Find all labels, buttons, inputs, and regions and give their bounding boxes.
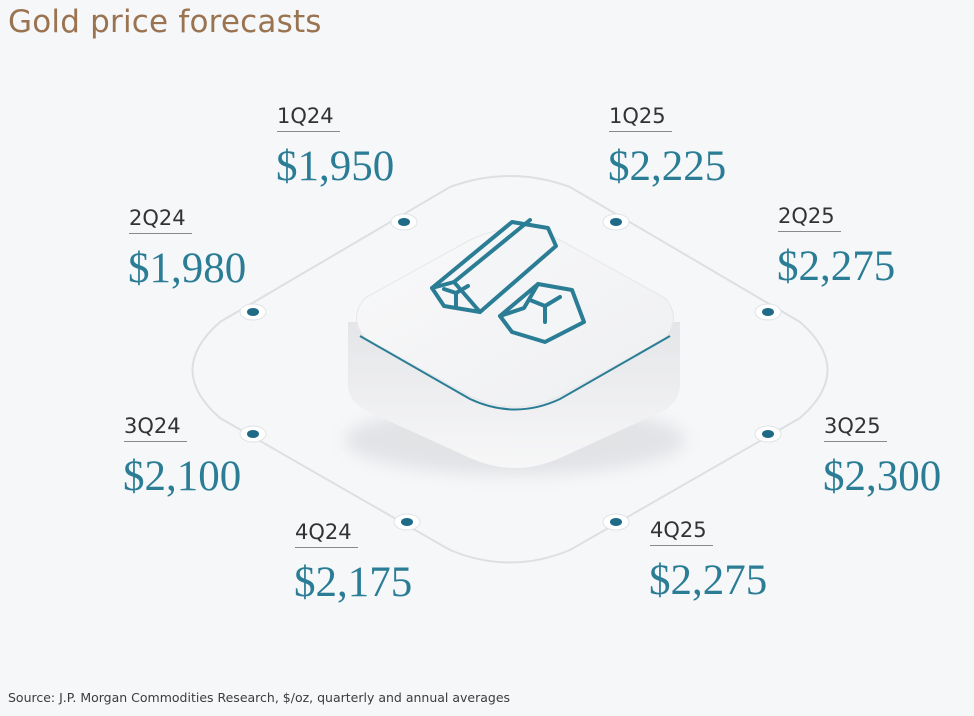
- marker-4q24: [393, 513, 421, 531]
- marker-2q25: [754, 303, 782, 321]
- marker-3q24: [239, 425, 267, 443]
- marker-1q25: [602, 213, 630, 231]
- value-label-2q24: $1,980: [128, 245, 247, 292]
- marker-1q24: [390, 213, 418, 231]
- markers: [239, 213, 782, 531]
- value-label-3q25: $2,300: [823, 453, 942, 500]
- quarter-label-2q25: 2Q25: [778, 204, 841, 232]
- quarter-label-2q24: 2Q24: [129, 206, 192, 234]
- quarter-label-4q24: 4Q24: [295, 520, 358, 548]
- marker-3q25: [754, 425, 782, 443]
- value-label-2q25: $2,275: [777, 243, 896, 290]
- value-label-4q24: $2,175: [294, 559, 413, 606]
- quarter-label-3q25: 3Q25: [824, 414, 887, 442]
- quarter-label-3q24: 3Q24: [124, 414, 187, 442]
- quarter-label-1q25: 1Q25: [609, 104, 672, 132]
- chart-title: Gold price forecasts: [8, 4, 322, 40]
- marker-4q25: [602, 513, 630, 531]
- ring-path: [191, 175, 829, 564]
- quarter-label-4q25: 4Q25: [650, 518, 713, 546]
- gold-bars-icon: [430, 218, 586, 344]
- quarter-label-1q24: 1Q24: [277, 104, 340, 132]
- source-note: Source: J.P. Morgan Commodities Research…: [8, 690, 511, 705]
- platform-rim: [359, 335, 671, 411]
- marker-2q24: [239, 303, 267, 321]
- value-label-1q25: $2,225: [608, 143, 727, 190]
- value-label-1q24: $1,950: [276, 143, 395, 190]
- value-label-3q24: $2,100: [123, 453, 242, 500]
- value-label-4q25: $2,275: [649, 557, 768, 604]
